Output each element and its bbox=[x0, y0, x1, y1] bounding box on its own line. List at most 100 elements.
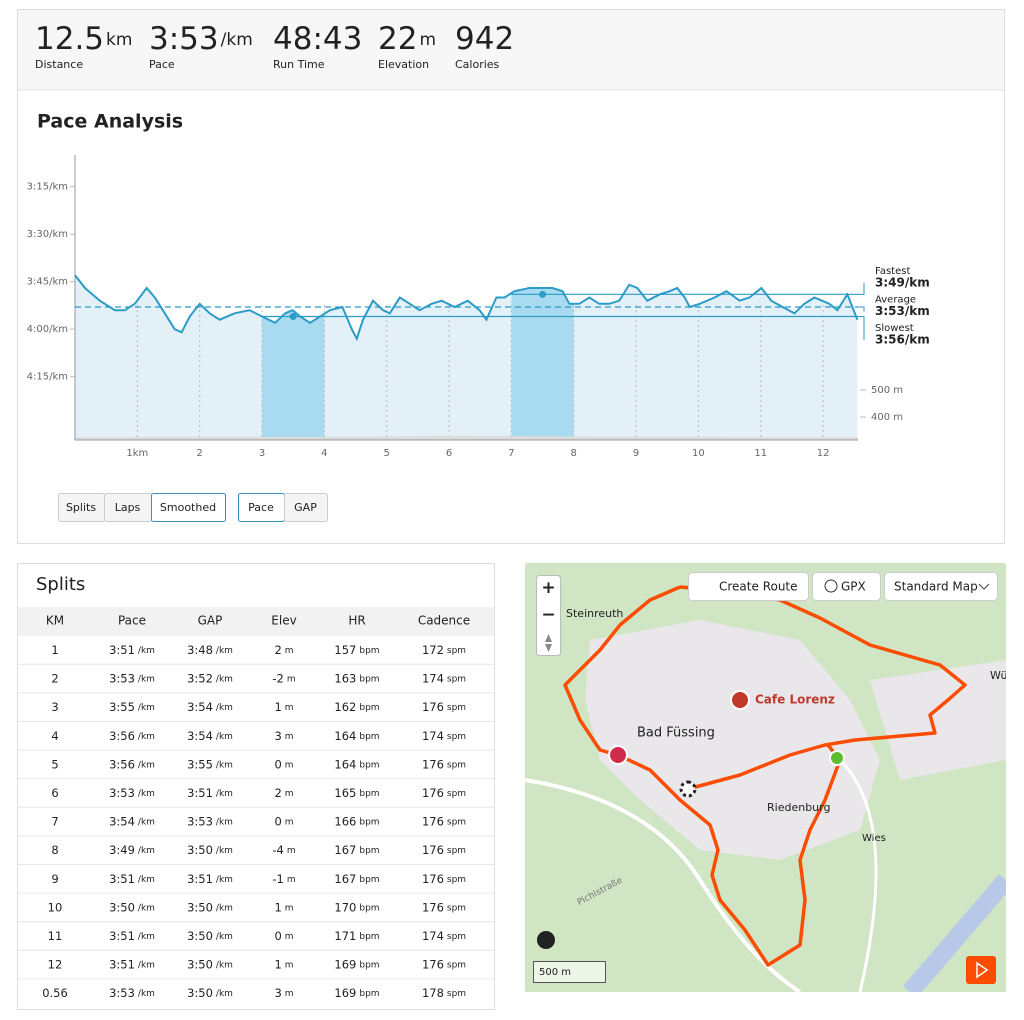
poi-icon[interactable] bbox=[730, 690, 750, 710]
cell-value: 3:53 bbox=[109, 786, 135, 800]
column-header: Pace bbox=[118, 614, 146, 628]
elevation-area bbox=[75, 435, 858, 440]
table-cell: 3:50/km bbox=[187, 929, 233, 943]
cell-unit: m bbox=[285, 646, 294, 656]
toggle-label[interactable]: Laps bbox=[115, 501, 141, 514]
marker-bracket bbox=[858, 306, 865, 312]
stat-value: 48:43 bbox=[273, 21, 362, 57]
cell-value: 3:51 bbox=[187, 786, 213, 800]
cell-unit: /km bbox=[216, 760, 233, 770]
railway bbox=[903, 874, 1006, 992]
toggle-label[interactable]: Splits bbox=[66, 501, 96, 514]
toggle-button[interactable] bbox=[284, 493, 328, 522]
cell-unit: /km bbox=[138, 846, 155, 856]
create-route-button[interactable] bbox=[688, 572, 809, 601]
table-cell: 3:54/km bbox=[109, 814, 155, 828]
cell-value: 3:50 bbox=[187, 900, 213, 914]
cell-value: 157 bbox=[334, 643, 356, 657]
cell-unit: spm bbox=[447, 703, 466, 713]
table-cell: 3:51/km bbox=[109, 929, 155, 943]
cell-value: 1 bbox=[51, 643, 58, 657]
marker-value: 3:53/km bbox=[875, 304, 930, 318]
cell-value: 3:54 bbox=[187, 728, 213, 742]
table-cell: 176 spm bbox=[422, 957, 466, 971]
cell-value: 10 bbox=[48, 900, 63, 914]
table-cell: 9 bbox=[51, 871, 58, 885]
cell-value: 2 bbox=[274, 643, 281, 657]
table-cell: 174 spm bbox=[422, 671, 466, 685]
cell-value: 1 bbox=[274, 900, 281, 914]
flyover-button[interactable] bbox=[966, 956, 996, 984]
stats-bar bbox=[18, 10, 1004, 90]
table-cell: 167 bpm bbox=[334, 871, 379, 885]
town-area bbox=[585, 620, 880, 860]
cell-value: 3:54 bbox=[187, 700, 213, 714]
table-cell: 3:50/km bbox=[187, 957, 233, 971]
table-cell: 172 spm bbox=[422, 643, 466, 657]
table-cell: 3:51/km bbox=[109, 871, 155, 885]
place-label: Wies bbox=[862, 833, 886, 844]
stat-label: Calories bbox=[455, 58, 500, 71]
toggle-label[interactable]: Smoothed bbox=[160, 501, 216, 514]
place-label: Riedenburg bbox=[767, 801, 830, 814]
table-cell: 176 spm bbox=[422, 843, 466, 857]
cell-unit: /km bbox=[216, 903, 233, 913]
table-cell: 170 bpm bbox=[334, 900, 379, 914]
cell-value: 3:51 bbox=[109, 643, 135, 657]
route bbox=[563, 585, 967, 967]
cell-unit: m bbox=[287, 874, 296, 884]
toggle-button[interactable] bbox=[151, 493, 226, 522]
table-cell: 3:53/km bbox=[109, 671, 155, 685]
gpx-button[interactable] bbox=[812, 572, 881, 601]
compass[interactable] bbox=[545, 634, 552, 652]
cell-value: -4 bbox=[272, 843, 283, 857]
place-label: Steinreuth bbox=[566, 607, 623, 620]
table-cell: 3:54/km bbox=[187, 728, 233, 742]
table-cell: 164 bpm bbox=[334, 757, 379, 771]
cell-value: 166 bbox=[334, 814, 356, 828]
finish-marker bbox=[679, 780, 697, 798]
toggle-label[interactable]: Pace bbox=[248, 501, 274, 514]
table-cell: 176 spm bbox=[422, 814, 466, 828]
table-cell: 3:51/km bbox=[109, 957, 155, 971]
cell-value: 176 bbox=[422, 843, 444, 857]
cell-value: 176 bbox=[422, 700, 444, 714]
place-label[interactable]: Cafe Lorenz bbox=[755, 693, 835, 707]
cell-value: 176 bbox=[422, 871, 444, 885]
zoom-out[interactable]: − bbox=[541, 605, 555, 625]
column-header: GAP bbox=[198, 614, 223, 628]
table-cell: 7 bbox=[51, 814, 58, 828]
table-header bbox=[18, 607, 494, 636]
cell-value: 3:50 bbox=[187, 843, 213, 857]
zoom-in[interactable]: + bbox=[541, 578, 555, 598]
cell-unit: /km bbox=[138, 703, 155, 713]
splits-title: Splits bbox=[36, 574, 85, 595]
info-button[interactable] bbox=[537, 931, 555, 949]
table-cell: 3:54/km bbox=[187, 700, 233, 714]
cell-value: 3:53 bbox=[187, 814, 213, 828]
table-cell: 3:56/km bbox=[109, 757, 155, 771]
button-label[interactable]: Standard Map bbox=[894, 580, 978, 594]
y-tick-label: 3:15/km bbox=[27, 182, 68, 193]
marker-bracket bbox=[858, 316, 865, 340]
cell-value: 3:51 bbox=[109, 871, 135, 885]
toggle-label[interactable]: GAP bbox=[294, 501, 317, 514]
table-cell: 163 bpm bbox=[334, 671, 379, 685]
stat-unit: m bbox=[419, 30, 436, 50]
poi-icon bbox=[608, 745, 628, 765]
map-style-select[interactable] bbox=[884, 572, 998, 601]
cell-unit: /km bbox=[216, 989, 233, 999]
cell-value: 3:50 bbox=[187, 957, 213, 971]
road bbox=[838, 758, 878, 992]
y-tick-label: 4:00/km bbox=[27, 324, 68, 335]
button-label[interactable]: GPX bbox=[841, 580, 866, 594]
cell-unit: /km bbox=[138, 646, 155, 656]
button-label[interactable]: Create Route bbox=[719, 580, 798, 594]
stat-value: 22 m bbox=[378, 21, 436, 57]
cell-unit: m bbox=[285, 789, 294, 799]
cell-unit: spm bbox=[447, 989, 466, 999]
